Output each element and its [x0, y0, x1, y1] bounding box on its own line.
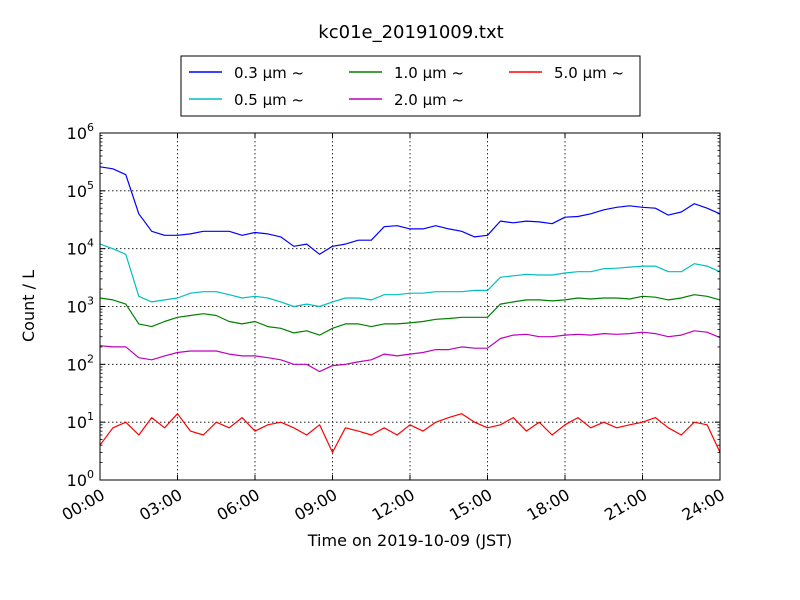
y-tick-label: 100: [67, 468, 94, 490]
x-tick-label: 15:00: [446, 485, 495, 525]
x-tick-label: 09:00: [291, 485, 340, 525]
y-tick-exponent: 1: [87, 410, 94, 423]
y-tick-base: 10: [67, 182, 87, 201]
y-tick-exponent: 4: [87, 237, 94, 250]
y-tick-exponent: 0: [87, 468, 94, 481]
series-line-4: [99, 413, 721, 453]
y-tick-label: 102: [67, 352, 94, 374]
y-tick-label: 105: [67, 179, 94, 201]
legend: 0.3 μm ~ 0.5 μm ~ 1.0 μm ~ 2.0 μm ~ 5.0 μm ~: [180, 55, 641, 117]
chart-title: kc01e_20191009.txt: [318, 22, 503, 43]
series-layer: [99, 166, 721, 453]
x-tick-label: 12:00: [369, 485, 418, 525]
y-tick-exponent: 5: [87, 179, 94, 192]
series-line-0: [99, 166, 721, 255]
y-tick-label: 104: [67, 237, 94, 259]
y-tick-label: 106: [67, 121, 94, 143]
y-tick-base: 10: [67, 355, 87, 374]
y-tick-base: 10: [67, 124, 87, 143]
y-tick-base: 10: [67, 413, 87, 432]
y-tick-exponent: 3: [87, 295, 94, 308]
x-axis-label: Time on 2019-10-09 (JST): [307, 531, 512, 550]
grid: [100, 133, 720, 480]
x-tick-label: 00:00: [59, 485, 108, 525]
y-tick-exponent: 2: [87, 352, 94, 365]
x-axis: 00:00 03:00 06:00 09:00 12:00 15:00 18:00 21:00…: [59, 133, 728, 525]
series-line-1: [99, 243, 721, 308]
series-line-2: [99, 294, 721, 336]
y-tick-base: 10: [67, 298, 87, 317]
legend-frame: [180, 55, 641, 117]
x-tick-label: 21:00: [601, 485, 650, 525]
legend-label: 0.5 μm ~: [234, 91, 304, 109]
legend-label: 1.0 μm ~: [394, 64, 464, 82]
x-tick-label: 24:00: [679, 485, 728, 525]
legend-label: 5.0 μm ~: [554, 64, 624, 82]
x-tick-label: 06:00: [214, 485, 263, 525]
y-tick-exponent: 6: [87, 121, 94, 134]
y-tick-base: 10: [67, 240, 87, 259]
y-axis-label: Count / L: [19, 270, 38, 342]
series-line-3: [99, 330, 721, 373]
x-tick-label: 03:00: [136, 485, 185, 525]
y-tick-base: 10: [67, 471, 87, 490]
y-tick-label: 101: [67, 410, 94, 432]
y-tick-label: 103: [67, 295, 94, 317]
x-tick-label: 18:00: [524, 485, 573, 525]
legend-label: 2.0 μm ~: [394, 91, 464, 109]
legend-label: 0.3 μm ~: [234, 64, 304, 82]
